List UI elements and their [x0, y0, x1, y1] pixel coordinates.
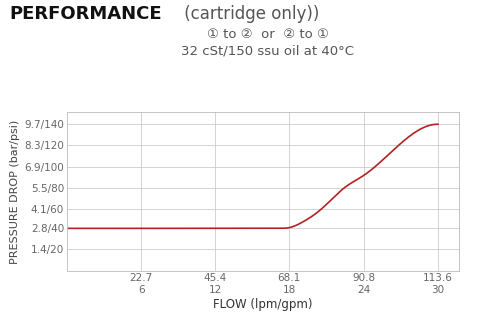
Text: PERFORMANCE: PERFORMANCE [10, 5, 162, 23]
Text: ① to ②  or  ② to ①: ① to ② or ② to ① [207, 28, 328, 41]
X-axis label: FLOW (lpm/gpm): FLOW (lpm/gpm) [213, 298, 313, 311]
Text: 32 cSt/150 ssu oil at 40°C: 32 cSt/150 ssu oil at 40°C [181, 45, 354, 57]
Y-axis label: PRESSURE DROP (bar/psi): PRESSURE DROP (bar/psi) [10, 119, 20, 264]
Text: (cartridge only)): (cartridge only)) [179, 5, 320, 23]
